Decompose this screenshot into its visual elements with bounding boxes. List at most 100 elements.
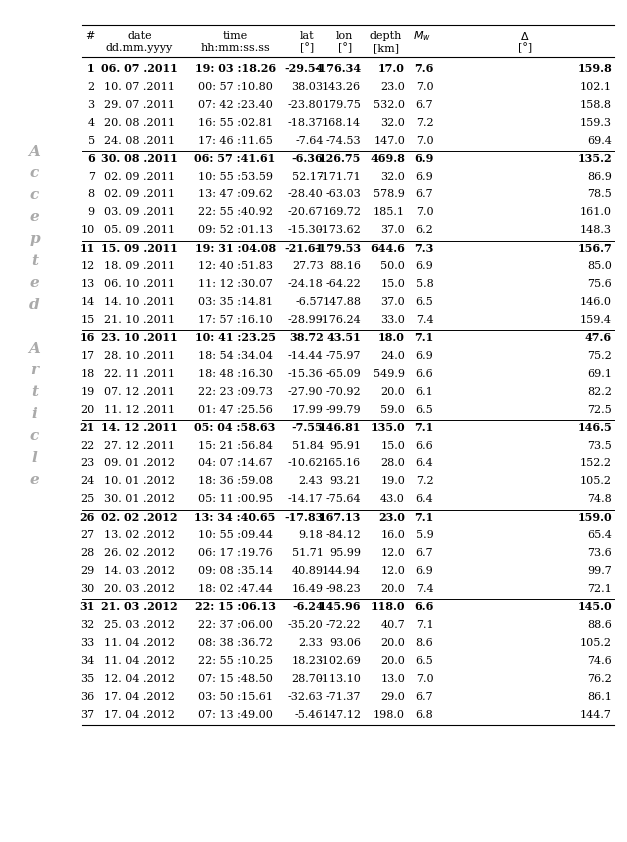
Text: 5.9: 5.9 xyxy=(416,530,433,541)
Text: [°]: [°] xyxy=(518,43,532,54)
Text: 29. 07 .2011: 29. 07 .2011 xyxy=(104,100,175,109)
Text: 10: 55 :09.44: 10: 55 :09.44 xyxy=(198,530,273,541)
Text: 05. 09 .2011: 05. 09 .2011 xyxy=(104,226,175,235)
Text: 32: 32 xyxy=(80,620,95,630)
Text: l: l xyxy=(31,451,38,465)
Text: 156.7: 156.7 xyxy=(577,242,612,253)
Text: 59.0: 59.0 xyxy=(380,405,405,414)
Text: -18.37: -18.37 xyxy=(288,118,324,128)
Text: 7.2: 7.2 xyxy=(416,118,433,128)
Text: 69.1: 69.1 xyxy=(587,369,612,379)
Text: 11. 12 .2011: 11. 12 .2011 xyxy=(104,405,175,414)
Text: 147.12: 147.12 xyxy=(322,710,361,720)
Text: 74.6: 74.6 xyxy=(587,656,612,666)
Text: 36: 36 xyxy=(80,691,95,701)
Text: 04: 07 :14.67: 04: 07 :14.67 xyxy=(198,459,273,468)
Text: 165.16: 165.16 xyxy=(322,459,361,468)
Text: A: A xyxy=(29,145,40,158)
Text: lon: lon xyxy=(336,31,354,40)
Text: 40.7: 40.7 xyxy=(381,620,405,630)
Text: 144.94: 144.94 xyxy=(322,566,361,576)
Text: -102.69: -102.69 xyxy=(319,656,361,666)
Text: -173.62: -173.62 xyxy=(319,226,361,235)
Text: 20. 08 .2011: 20. 08 .2011 xyxy=(104,118,175,128)
Text: 33.0: 33.0 xyxy=(380,315,405,325)
Text: 118.0: 118.0 xyxy=(371,601,405,612)
Text: 6.5: 6.5 xyxy=(416,297,433,307)
Text: 22: 23 :09.73: 22: 23 :09.73 xyxy=(198,386,273,397)
Text: 86.1: 86.1 xyxy=(587,691,612,701)
Text: -28.99: -28.99 xyxy=(288,315,324,325)
Text: 578.9: 578.9 xyxy=(373,189,405,200)
Text: 02. 09 .2011: 02. 09 .2011 xyxy=(104,172,175,182)
Text: 27.73: 27.73 xyxy=(292,261,324,271)
Text: -171.71: -171.71 xyxy=(319,172,361,182)
Text: 6.9: 6.9 xyxy=(414,153,433,164)
Text: 17: 57 :16.10: 17: 57 :16.10 xyxy=(198,315,273,325)
Text: 20: 20 xyxy=(80,405,95,414)
Text: 51.84: 51.84 xyxy=(292,440,324,450)
Text: 27: 27 xyxy=(80,530,95,541)
Text: -64.22: -64.22 xyxy=(325,280,361,289)
Text: 86.9: 86.9 xyxy=(587,172,612,182)
Text: 34: 34 xyxy=(80,656,95,666)
Text: 88.6: 88.6 xyxy=(587,620,612,630)
Text: 24: 24 xyxy=(80,477,95,487)
Text: 4: 4 xyxy=(88,118,95,128)
Text: 69.4: 69.4 xyxy=(587,136,612,146)
Text: -63.03: -63.03 xyxy=(325,189,361,200)
Text: 72.1: 72.1 xyxy=(587,584,612,594)
Text: 17: 17 xyxy=(80,351,95,361)
Text: 20.0: 20.0 xyxy=(380,386,405,397)
Text: 11. 04 .2012: 11. 04 .2012 xyxy=(104,638,175,647)
Text: e: e xyxy=(29,210,40,224)
Text: 5: 5 xyxy=(88,136,95,146)
Text: -27.90: -27.90 xyxy=(288,386,324,397)
Text: 6.1: 6.1 xyxy=(416,386,433,397)
Text: 95.91: 95.91 xyxy=(329,440,361,450)
Text: d: d xyxy=(29,298,40,312)
Text: 7.1: 7.1 xyxy=(414,422,433,433)
Text: #: # xyxy=(85,31,94,40)
Text: t: t xyxy=(31,386,38,399)
Text: 532.0: 532.0 xyxy=(373,100,405,109)
Text: -23.80: -23.80 xyxy=(288,100,324,109)
Text: -84.12: -84.12 xyxy=(325,530,361,541)
Text: 167.13: 167.13 xyxy=(319,512,361,523)
Text: 09. 01 .2012: 09. 01 .2012 xyxy=(104,459,175,468)
Text: 19.0: 19.0 xyxy=(380,477,405,487)
Text: 29.0: 29.0 xyxy=(380,691,405,701)
Text: 33: 33 xyxy=(80,638,95,647)
Text: 105.2: 105.2 xyxy=(580,638,612,647)
Text: 22: 22 xyxy=(80,440,95,450)
Text: 9.18: 9.18 xyxy=(298,530,324,541)
Text: -65.09: -65.09 xyxy=(325,369,361,379)
Text: 03: 35 :14.81: 03: 35 :14.81 xyxy=(198,297,273,307)
Text: 13: 34 :40.65: 13: 34 :40.65 xyxy=(194,512,276,523)
Text: -15.30: -15.30 xyxy=(288,226,324,235)
Text: 16: 16 xyxy=(79,333,95,344)
Text: 158.8: 158.8 xyxy=(580,100,612,109)
Text: 17.99: 17.99 xyxy=(292,405,324,414)
Text: -99.79: -99.79 xyxy=(325,405,361,414)
Text: 135.0: 135.0 xyxy=(371,422,405,433)
Text: 14: 14 xyxy=(80,297,95,307)
Text: -98.23: -98.23 xyxy=(325,584,361,594)
Text: [°]: [°] xyxy=(300,43,314,54)
Text: 32.0: 32.0 xyxy=(380,118,405,128)
Text: 11. 04 .2012: 11. 04 .2012 xyxy=(104,656,175,666)
Text: 09: 52 :01.13: 09: 52 :01.13 xyxy=(198,226,273,235)
Text: 22: 37 :06.00: 22: 37 :06.00 xyxy=(198,620,273,630)
Text: 09: 08 :35.14: 09: 08 :35.14 xyxy=(198,566,273,576)
Text: -6.24: -6.24 xyxy=(292,601,324,612)
Text: [km]: [km] xyxy=(372,43,399,53)
Text: -74.53: -74.53 xyxy=(325,136,361,146)
Text: 6.6: 6.6 xyxy=(416,440,433,450)
Text: 17: 46 :11.65: 17: 46 :11.65 xyxy=(198,136,273,146)
Text: time: time xyxy=(223,31,248,40)
Text: 22. 11 .2011: 22. 11 .2011 xyxy=(104,369,175,379)
Text: -32.63: -32.63 xyxy=(288,691,324,701)
Text: 74.8: 74.8 xyxy=(587,494,612,504)
Text: 07: 13 :49.00: 07: 13 :49.00 xyxy=(198,710,273,720)
Text: 6.7: 6.7 xyxy=(416,189,433,200)
